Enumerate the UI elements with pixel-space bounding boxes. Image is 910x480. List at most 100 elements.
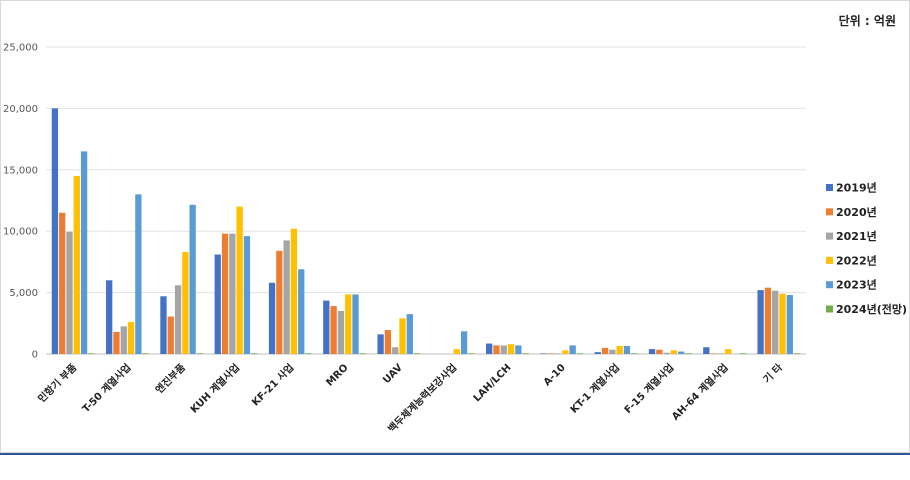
bar — [793, 353, 801, 354]
bar — [221, 233, 229, 354]
bar — [547, 353, 554, 354]
legend-label: 2021년 — [836, 229, 877, 243]
bar — [562, 350, 569, 354]
unit-label: 단위 : 억원 — [838, 14, 896, 28]
bar — [554, 353, 562, 354]
bar — [460, 331, 468, 354]
legend-swatch — [826, 208, 833, 216]
legend-label: 2019년 — [836, 181, 877, 195]
x-category-label: MRO — [324, 362, 350, 388]
bar — [283, 240, 290, 354]
bar — [236, 206, 243, 354]
y-tick-label: 0 — [32, 350, 38, 361]
bar — [616, 346, 623, 354]
bar — [703, 347, 710, 354]
bar — [623, 346, 631, 354]
x-category-label: KF-21 사업 — [249, 361, 297, 409]
bar — [127, 322, 135, 354]
bar — [359, 353, 366, 354]
bar — [142, 353, 149, 354]
x-category-label: UAV — [381, 362, 405, 386]
bar — [594, 352, 601, 354]
bar — [160, 296, 167, 354]
bar — [182, 252, 189, 354]
bar — [601, 347, 609, 354]
bar — [764, 287, 772, 354]
legend-swatch — [826, 232, 833, 240]
bar — [772, 290, 779, 354]
bar — [106, 280, 113, 354]
bar — [515, 345, 522, 354]
legend-label: 2023년 — [836, 278, 877, 292]
bar — [189, 204, 196, 354]
x-category-label: 엔진부품 — [153, 361, 188, 396]
x-category-label: A-10 — [542, 362, 568, 388]
x-category-label: KT-1 계열사업 — [567, 361, 622, 416]
bar — [174, 285, 182, 354]
x-axis-categories: 민항기 부품 T-50 계열사업 엔진부품 KUH 계열사업 KF-21 사업 MRO UA… — [35, 360, 785, 435]
bar — [468, 353, 475, 354]
bar — [73, 175, 80, 354]
bar — [453, 349, 460, 354]
legend-label: 2024년(전망) — [836, 302, 907, 316]
bar — [779, 293, 786, 354]
bar — [725, 349, 732, 354]
bar — [243, 236, 251, 354]
y-tick-label: 15,000 — [3, 165, 38, 176]
gridlines — [46, 46, 806, 355]
x-category-label: 기 타 — [760, 360, 785, 385]
bar — [757, 290, 764, 354]
legend-label: 2022년 — [836, 253, 877, 267]
legend: 2019년 2020년 2021년 2022년 2023년 2024년(전망) — [826, 181, 907, 316]
bar — [609, 349, 616, 354]
bar — [648, 349, 656, 354]
bar — [251, 353, 258, 354]
bar — [51, 108, 59, 355]
bar — [167, 316, 174, 354]
bar — [670, 350, 678, 354]
bar — [576, 353, 584, 354]
legend-label: 2020년 — [836, 205, 877, 219]
bar — [392, 347, 399, 354]
bar — [113, 331, 120, 354]
x-category-label: T-50 계열사업 — [79, 361, 133, 415]
bar — [276, 250, 283, 354]
legend-swatch — [826, 281, 833, 289]
bar — [540, 353, 547, 354]
bar — [80, 151, 88, 354]
bar — [522, 353, 529, 354]
bar — [631, 353, 638, 354]
bar — [486, 343, 493, 354]
bar — [214, 254, 221, 354]
bar — [739, 353, 746, 354]
x-category-label: F-15 계열사업 — [621, 361, 676, 416]
bar — [305, 353, 312, 354]
chart-frame — [0, 0, 910, 453]
bar — [413, 353, 421, 354]
bottom-rule — [0, 453, 910, 455]
bar — [678, 351, 685, 354]
bar — [330, 306, 337, 354]
bar — [88, 353, 95, 354]
bar — [268, 282, 276, 354]
bar — [352, 294, 359, 354]
bar — [786, 295, 793, 354]
bar — [569, 345, 576, 354]
bar — [493, 345, 500, 354]
x-category-label: 민항기 부품 — [35, 361, 79, 405]
x-category-label: LAH/LCH — [472, 362, 514, 404]
bar — [196, 353, 204, 354]
bar — [298, 269, 305, 354]
legend-swatch — [826, 184, 833, 191]
bar — [406, 314, 413, 354]
bars — [51, 108, 801, 355]
bar-chart: 0 5,000 10,000 15,000 20,000 25,000 민항기 부품 T-5… — [3, 43, 907, 436]
bar — [656, 349, 663, 354]
bar — [663, 352, 670, 354]
bar — [685, 353, 692, 354]
bar — [120, 326, 127, 354]
bar — [377, 334, 384, 354]
bar — [717, 353, 725, 354]
bar — [337, 311, 345, 354]
x-category-label: AH-64 계열사업 — [669, 361, 731, 423]
